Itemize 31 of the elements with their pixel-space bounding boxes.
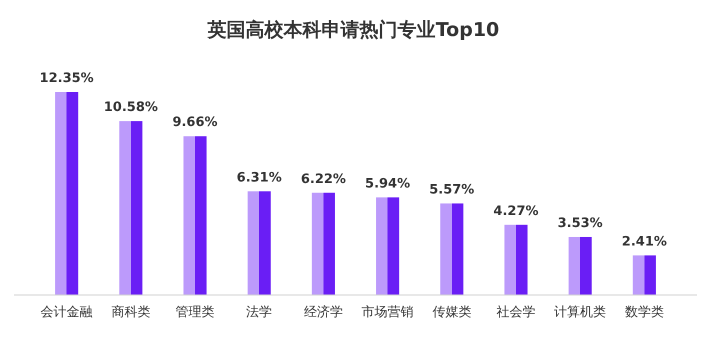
x-tick-label: 管理类 [176, 305, 215, 320]
data-label: 4.27% [493, 204, 539, 219]
x-tick-label: 会计金融 [40, 305, 93, 320]
bar [504, 224, 528, 295]
x-tick-label: 社会学 [496, 305, 536, 320]
x-tick-label: 法学 [246, 305, 272, 320]
x-tick-label: 经济学 [304, 305, 343, 320]
x-tick-label: 传媒类 [432, 305, 472, 320]
data-label: 5.57% [429, 182, 474, 198]
data-label: 2.41% [622, 234, 667, 250]
x-tick-label: 市场营销 [362, 305, 414, 320]
bar [312, 192, 335, 295]
data-label: 3.53% [558, 216, 603, 231]
bar [632, 255, 656, 295]
bar [440, 203, 464, 295]
data-label: 5.94% [365, 176, 410, 192]
data-label: 6.31% [236, 170, 282, 186]
bar [568, 236, 592, 295]
bar [183, 136, 207, 295]
data-label: 10.58% [104, 100, 158, 116]
data-label: 6.22% [300, 172, 346, 187]
bar [376, 197, 400, 295]
bar [55, 92, 78, 295]
data-label: 9.66% [172, 115, 218, 130]
data-label: 12.35% [40, 71, 94, 86]
chart-title: 英国高校本科申请热门专业Top10 [206, 19, 500, 41]
x-tick-label: 计算机类 [554, 305, 606, 320]
x-tick-label: 数学类 [624, 305, 664, 320]
bar [248, 191, 271, 295]
bar [119, 121, 142, 295]
x-tick-label: 商科类 [111, 305, 150, 320]
